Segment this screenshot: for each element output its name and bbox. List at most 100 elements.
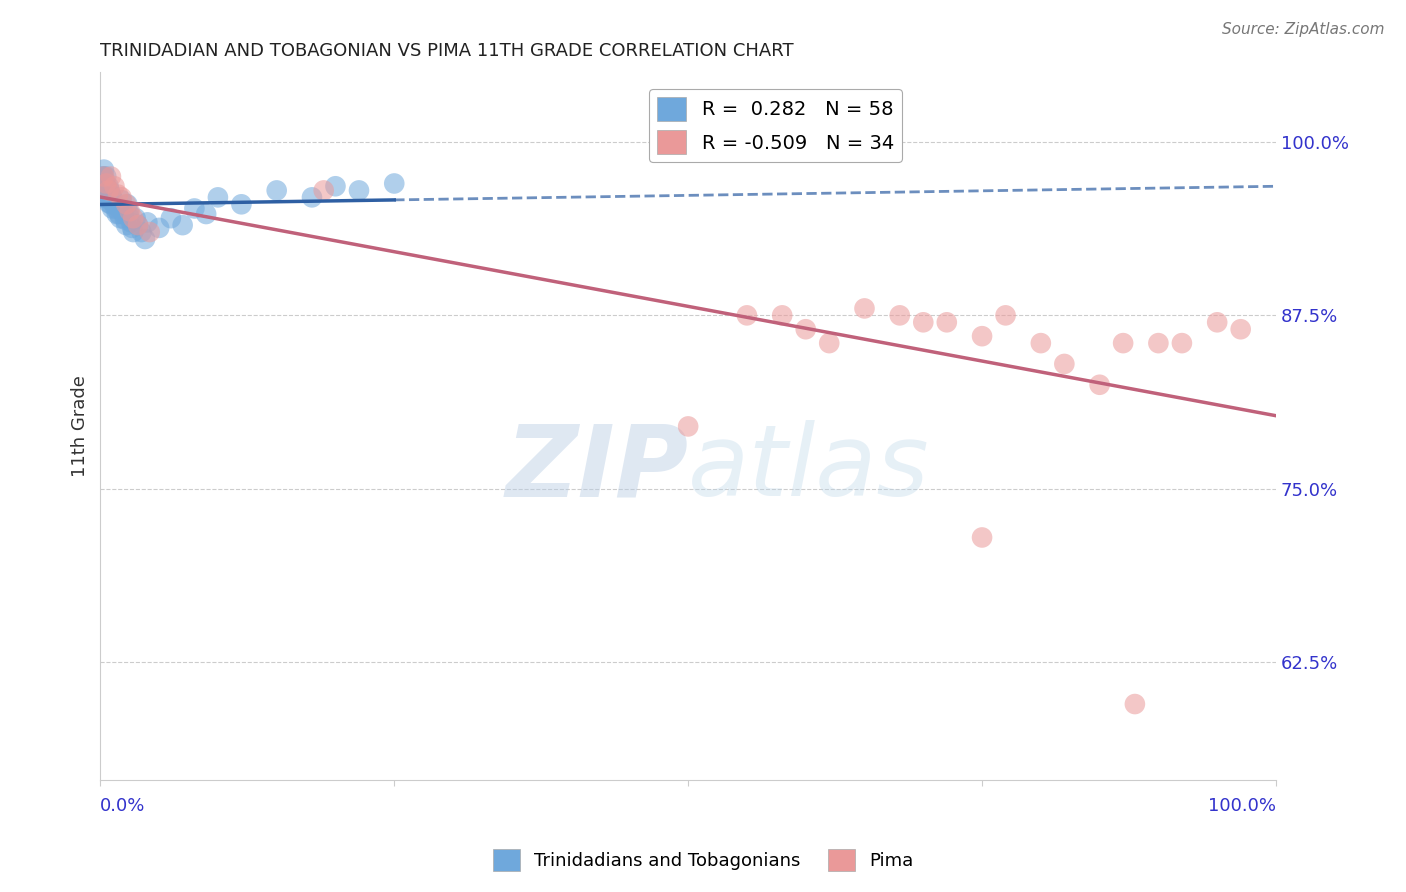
Point <box>131 225 153 239</box>
Point <box>127 218 149 232</box>
Point <box>98 183 121 197</box>
Point <box>118 204 141 219</box>
Point <box>266 183 288 197</box>
Point <box>935 315 957 329</box>
Point <box>1147 336 1170 351</box>
Point <box>183 202 205 216</box>
Point <box>1123 697 1146 711</box>
Point <box>104 202 127 216</box>
Point <box>93 162 115 177</box>
Point <box>382 177 405 191</box>
Point <box>110 190 132 204</box>
Point <box>676 419 699 434</box>
Text: 0.0%: 0.0% <box>100 797 146 815</box>
Point <box>97 195 120 210</box>
Point <box>122 225 145 239</box>
Point <box>96 190 118 204</box>
Text: ZIP: ZIP <box>505 420 688 517</box>
Point <box>1053 357 1076 371</box>
Point <box>96 183 118 197</box>
Point <box>136 215 159 229</box>
Point <box>770 309 793 323</box>
Point <box>912 315 935 329</box>
Point <box>207 190 229 204</box>
Point <box>97 187 120 202</box>
Point <box>100 187 122 202</box>
Point <box>1206 315 1229 329</box>
Text: Source: ZipAtlas.com: Source: ZipAtlas.com <box>1222 22 1385 37</box>
Point <box>148 220 170 235</box>
Point <box>121 220 143 235</box>
Point <box>172 218 194 232</box>
Point <box>735 309 758 323</box>
Point <box>818 336 841 351</box>
Point <box>1229 322 1251 336</box>
Point <box>889 309 911 323</box>
Point <box>114 212 136 227</box>
Point <box>94 177 117 191</box>
Point <box>98 193 121 207</box>
Point <box>90 190 112 204</box>
Point <box>794 322 817 336</box>
Point <box>195 207 218 221</box>
Point <box>325 179 347 194</box>
Point <box>138 225 160 239</box>
Point <box>134 232 156 246</box>
Legend: R =  0.282   N = 58, R = -0.509   N = 34: R = 0.282 N = 58, R = -0.509 N = 34 <box>650 89 901 162</box>
Point <box>312 183 335 197</box>
Point <box>112 207 135 221</box>
Point <box>96 169 118 184</box>
Point <box>124 211 146 226</box>
Point <box>93 169 115 184</box>
Point <box>107 200 129 214</box>
Point <box>110 211 132 226</box>
Point <box>1112 336 1135 351</box>
Text: 100.0%: 100.0% <box>1208 797 1277 815</box>
Point <box>94 183 117 197</box>
Point <box>97 179 120 194</box>
Point <box>94 190 117 204</box>
Text: atlas: atlas <box>688 420 929 517</box>
Point <box>103 179 125 194</box>
Text: TRINIDADIAN AND TOBAGONIAN VS PIMA 11TH GRADE CORRELATION CHART: TRINIDADIAN AND TOBAGONIAN VS PIMA 11TH … <box>100 42 794 60</box>
Point <box>970 531 993 545</box>
Point <box>115 218 138 232</box>
Point <box>120 215 142 229</box>
Point <box>93 183 115 197</box>
Point <box>107 187 129 202</box>
Point <box>110 193 132 207</box>
Point <box>117 204 139 219</box>
Point <box>97 183 120 197</box>
Point <box>127 218 149 232</box>
Point <box>117 197 139 211</box>
Point <box>103 197 125 211</box>
Point <box>853 301 876 316</box>
Y-axis label: 11th Grade: 11th Grade <box>72 376 89 477</box>
Point <box>111 202 134 216</box>
Point <box>100 169 122 184</box>
Point <box>118 211 141 226</box>
Point <box>103 193 125 207</box>
Point <box>91 177 114 191</box>
Point <box>301 190 323 204</box>
Point <box>122 211 145 226</box>
Point <box>101 190 124 204</box>
Point <box>347 183 370 197</box>
Point <box>994 309 1017 323</box>
Point <box>91 169 114 184</box>
Point <box>1029 336 1052 351</box>
Point <box>115 197 138 211</box>
Point <box>96 177 118 191</box>
Point <box>231 197 253 211</box>
Point <box>100 197 122 211</box>
Point <box>105 207 128 221</box>
Point <box>101 202 124 216</box>
Point <box>108 207 131 221</box>
Point <box>970 329 993 343</box>
Point <box>1171 336 1194 351</box>
Point <box>96 179 118 194</box>
Point <box>1088 377 1111 392</box>
Legend: Trinidadians and Tobagonians, Pima: Trinidadians and Tobagonians, Pima <box>485 842 921 879</box>
Point <box>96 187 118 202</box>
Point <box>160 211 183 226</box>
